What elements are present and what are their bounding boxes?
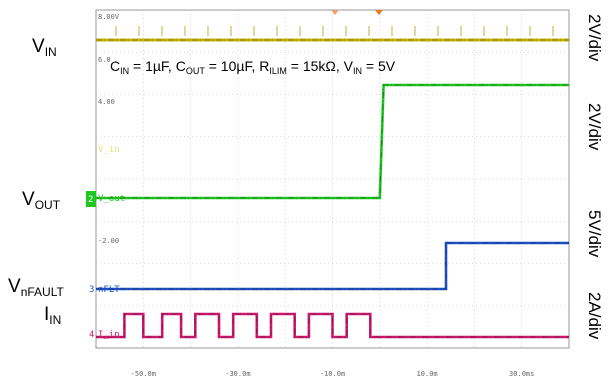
x-tick-label: 30.0ms — [509, 370, 534, 378]
channel-vout-tag: V_out — [98, 194, 125, 204]
channel-iin-tag: I_in — [98, 330, 120, 340]
channel-4-number: 4 — [89, 330, 94, 340]
signal-label-vin: VIN — [32, 36, 57, 59]
scale-label-nfault: 5V/div — [585, 210, 604, 258]
channel-2-marker-icon — [86, 191, 96, 207]
signal-label-vout: VOUT — [22, 189, 61, 212]
top-level-annotation: 8.00V — [98, 13, 120, 21]
x-tick-label: -50.0m — [131, 370, 156, 378]
scale-label-vin: 2V/div — [585, 14, 604, 62]
channel-2-number: 2 — [88, 195, 93, 205]
trace-noise-vout — [96, 84, 569, 199]
signal-label-iin: IIN — [44, 304, 61, 327]
trigger-marker-icon — [375, 10, 383, 15]
vin-level-annotation: 6.0 — [98, 56, 111, 64]
traces — [96, 26, 569, 339]
x-tick-labels: -50.0m -30.0m -10.0m 10.0m 30.0ms — [131, 370, 535, 378]
signal-label-vnfault: VnFAULT — [8, 276, 64, 299]
x-tick-label: 10.0m — [417, 370, 438, 378]
channel-vin-tag: V_in — [98, 145, 120, 155]
x-tick-label: -10.0m — [320, 370, 345, 378]
test-conditions: CIN = 1µF, COUT = 10µF, RILIM = 15kΩ, VI… — [110, 58, 396, 76]
vout-level-annotation: 4.00 — [98, 98, 115, 106]
trace-noise-iin — [96, 313, 569, 338]
nflt-level-annotation: -2.00 — [98, 237, 119, 245]
scale-label-iin: 2A/div — [585, 292, 604, 340]
channel-nflt-tag: nFLT — [98, 285, 120, 295]
trace-noise-nflt — [96, 242, 569, 290]
x-tick-label: -30.0m — [225, 370, 250, 378]
scale-label-vout: 2V/div — [585, 103, 604, 151]
channel-3-number: 3 — [89, 285, 94, 295]
grid — [96, 10, 569, 348]
trigger-marker-icon — [331, 10, 339, 15]
